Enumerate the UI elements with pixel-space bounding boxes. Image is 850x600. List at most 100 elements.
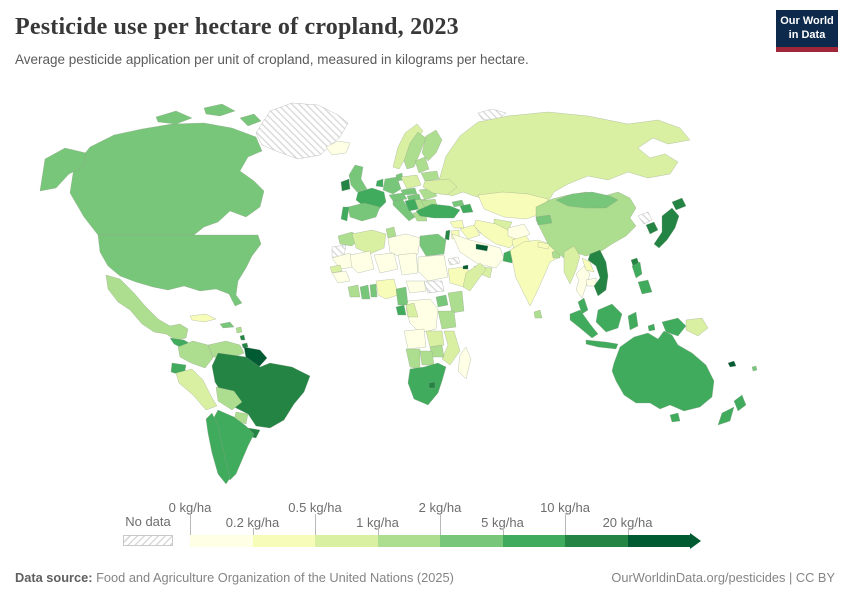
region-baltics[interactable] xyxy=(414,156,430,174)
region-north-korea[interactable] xyxy=(637,211,653,225)
region-philippines[interactable] xyxy=(631,261,643,279)
region-eritrea[interactable] xyxy=(447,256,461,266)
legend-segment-0-0.2[interactable] xyxy=(190,535,253,547)
region-lesser-antilles[interactable] xyxy=(235,326,243,334)
owid-logo[interactable]: Our World in Data xyxy=(776,10,838,52)
legend-segment-10-20[interactable] xyxy=(565,535,628,547)
region-angola[interactable] xyxy=(403,328,427,350)
region-australia[interactable] xyxy=(611,330,715,412)
region-cuba[interactable] xyxy=(189,313,217,323)
region-canada[interactable] xyxy=(69,122,265,236)
region-bolivia[interactable] xyxy=(215,386,243,411)
region-poland[interactable] xyxy=(400,174,422,190)
region-new-caledonia[interactable] xyxy=(727,360,737,368)
region-kenya[interactable] xyxy=(447,290,465,314)
region-sweden[interactable] xyxy=(403,131,427,170)
region-gabon[interactable] xyxy=(395,304,407,316)
region-russia[interactable] xyxy=(437,111,691,203)
region-ivory-coast[interactable] xyxy=(347,284,361,298)
region-somalia[interactable] xyxy=(462,262,487,292)
region-fiji[interactable] xyxy=(751,365,758,372)
region-iraq[interactable] xyxy=(459,224,481,240)
region-peru[interactable] xyxy=(175,368,218,411)
region-japan[interactable] xyxy=(653,207,680,249)
region-ireland[interactable] xyxy=(340,178,351,192)
region-egypt[interactable] xyxy=(419,233,447,257)
region-lesotho[interactable] xyxy=(428,381,436,389)
legend-segment-0.2-0.5[interactable] xyxy=(252,535,315,547)
legend-no-data-swatch[interactable] xyxy=(123,535,173,546)
region-venezuela[interactable] xyxy=(207,340,245,359)
legend-segment-20+[interactable] xyxy=(627,535,690,547)
region-iran[interactable] xyxy=(473,219,517,249)
region-iceland[interactable] xyxy=(325,140,351,156)
region-laos[interactable] xyxy=(581,257,595,273)
region-borneo[interactable] xyxy=(595,303,623,333)
region-lesser-antilles[interactable] xyxy=(239,334,246,341)
region-canada-arctic-islands[interactable] xyxy=(239,113,262,127)
region-indonesia-java[interactable] xyxy=(585,339,619,350)
region-cameroon[interactable] xyxy=(395,286,409,306)
region-germany[interactable] xyxy=(382,176,402,195)
legend-segment-1-2[interactable] xyxy=(377,535,440,547)
region-central-african-republic[interactable] xyxy=(405,280,427,294)
legend-segment-5-10[interactable] xyxy=(502,535,565,547)
region-south-korea[interactable] xyxy=(645,221,659,235)
region-botswana[interactable] xyxy=(419,350,435,366)
region-japan-hokkaido[interactable] xyxy=(671,197,687,211)
region-djibouti[interactable] xyxy=(462,264,469,270)
region-canada-arctic-islands[interactable] xyxy=(155,110,193,125)
region-azerbaijan[interactable] xyxy=(459,203,474,214)
region-spain[interactable] xyxy=(347,202,381,222)
region-mexico[interactable] xyxy=(105,274,189,341)
region-zambia[interactable] xyxy=(425,330,445,348)
region-papua-new-guinea[interactable] xyxy=(685,317,709,337)
region-mozambique[interactable] xyxy=(441,330,461,366)
region-hispaniola[interactable] xyxy=(219,321,235,329)
region-benelux[interactable] xyxy=(375,178,384,188)
region-guinea[interactable] xyxy=(331,270,351,284)
region-mongolia[interactable] xyxy=(555,191,619,209)
region-czechia-slovakia[interactable] xyxy=(400,187,418,196)
region-chad[interactable] xyxy=(397,252,419,276)
region-ukraine[interactable] xyxy=(422,178,458,196)
region-madagascar[interactable] xyxy=(457,346,472,380)
region-philippines[interactable] xyxy=(637,279,653,295)
region-malaysia[interactable] xyxy=(577,297,589,315)
region-greenland[interactable] xyxy=(255,102,349,160)
region-finland[interactable] xyxy=(421,129,443,162)
region-vietnam[interactable] xyxy=(587,249,609,297)
region-qatar-uae[interactable] xyxy=(475,243,489,252)
region-usa[interactable] xyxy=(97,234,262,307)
region-tasmania[interactable] xyxy=(669,412,681,423)
region-congo[interactable] xyxy=(405,302,419,318)
region-alaska[interactable] xyxy=(39,147,87,192)
region-nepal[interactable] xyxy=(537,241,551,250)
region-trinidad[interactable] xyxy=(241,342,249,349)
region-portugal[interactable] xyxy=(340,206,350,222)
region-switzerland-austria[interactable] xyxy=(388,192,408,202)
region-ghana[interactable] xyxy=(359,284,371,300)
region-south-africa[interactable] xyxy=(407,362,447,406)
region-togo-benin[interactable] xyxy=(369,283,378,298)
footer-credit-link[interactable]: OurWorldinData.org/pesticides | CC BY xyxy=(611,570,835,585)
region-namibia[interactable] xyxy=(405,348,421,370)
legend-segment-2-5[interactable] xyxy=(440,535,503,547)
region-guyanas[interactable] xyxy=(243,346,268,369)
region-indonesia-papua[interactable] xyxy=(661,317,687,337)
region-tanzania[interactable] xyxy=(437,310,457,330)
region-belarus[interactable] xyxy=(420,170,440,182)
region-syria[interactable] xyxy=(449,219,465,229)
region-indonesia-sumatra[interactable] xyxy=(569,309,599,339)
region-algeria[interactable] xyxy=(351,229,387,255)
region-indonesia-maluku[interactable] xyxy=(647,323,656,332)
region-libya[interactable] xyxy=(387,233,421,259)
region-niger[interactable] xyxy=(373,252,399,274)
region-nigeria[interactable] xyxy=(375,278,399,300)
region-kyrgyzstan-tajikistan[interactable] xyxy=(535,214,553,226)
region-colombia[interactable] xyxy=(177,340,214,369)
region-india[interactable] xyxy=(509,239,563,307)
region-new-zealand[interactable] xyxy=(733,394,747,412)
region-chile[interactable] xyxy=(205,412,231,485)
region-indonesia-sulawesi[interactable] xyxy=(627,311,639,331)
